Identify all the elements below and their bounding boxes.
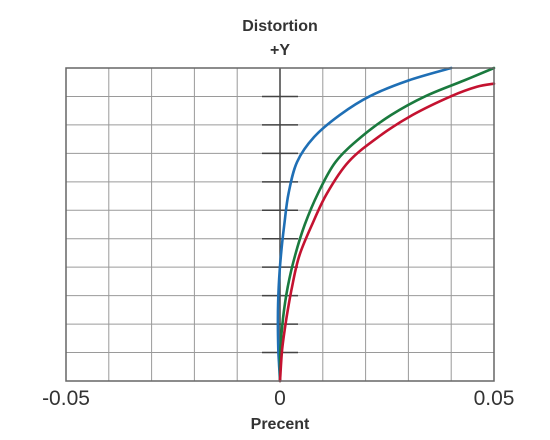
x-tick-label: 0 <box>274 387 286 410</box>
x-axis-label: Precent <box>251 416 310 433</box>
series-line-3 <box>278 82 496 383</box>
x-tick-label: -0.05 <box>42 387 90 410</box>
center-axis <box>262 68 298 381</box>
x-tick-label: 0.05 <box>474 387 515 410</box>
series-lines <box>276 66 496 383</box>
x-tick-labels: -0.05 0 0.05 <box>42 387 514 410</box>
plot-frame <box>65 67 495 382</box>
chart-title: Distortion <box>242 18 318 35</box>
series-line-2 <box>278 66 496 383</box>
series-line-1 <box>276 66 453 383</box>
chart-subtitle: +Y <box>270 42 290 59</box>
